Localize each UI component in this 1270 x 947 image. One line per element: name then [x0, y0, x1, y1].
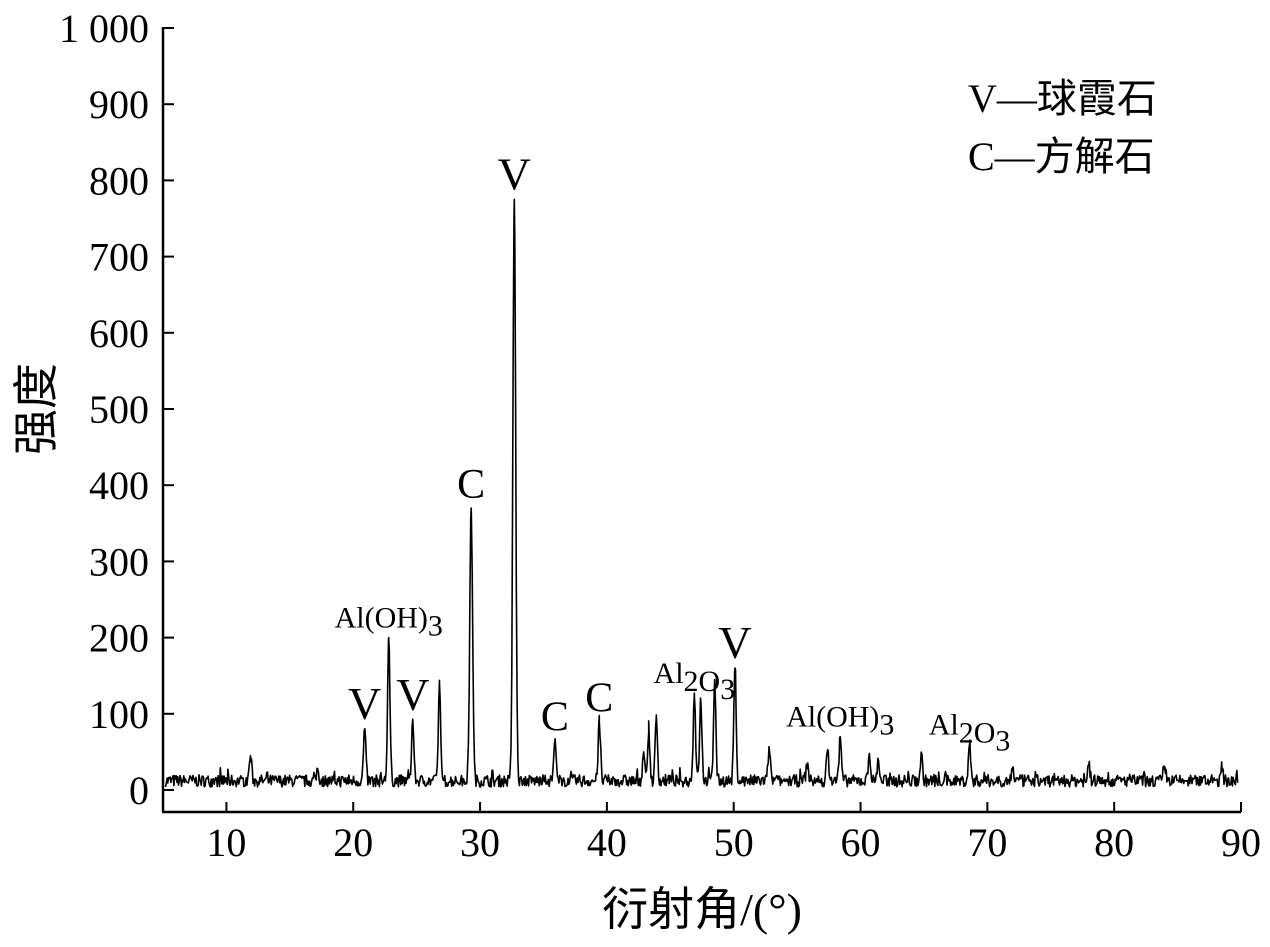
legend-entry-calcite: C—方解石	[968, 134, 1155, 179]
y-tick-label-100: 100	[89, 692, 149, 737]
peak-label-3: C	[457, 462, 485, 508]
y-tick-label-300: 300	[89, 539, 149, 584]
x-tick-label-20: 20	[333, 820, 373, 865]
peak-label-4: V	[498, 148, 531, 199]
x-tick-label-40: 40	[587, 820, 627, 865]
y-tick-label-600: 600	[89, 311, 149, 356]
peak-label-2: V	[396, 669, 429, 720]
x-tick-label-30: 30	[460, 820, 500, 865]
y-tick-label-800: 800	[89, 158, 149, 203]
diffraction-pattern-line	[164, 198, 1239, 788]
peak-label-5: C	[541, 694, 569, 740]
x-tick-label-50: 50	[714, 820, 754, 865]
y-tick-label-200: 200	[89, 616, 149, 661]
y-tick-label-0: 0	[129, 768, 149, 813]
peak-label-7: Al2O3	[654, 657, 736, 706]
x-tick-label-10: 10	[206, 820, 246, 865]
x-tick-label-80: 80	[1094, 820, 1134, 865]
peak-label-6: C	[585, 675, 613, 721]
y-ticks: 0 100 200 300 400 500 600 700 800 900 1 000	[59, 6, 174, 813]
legend: V—球霞石 C—方解石	[968, 76, 1157, 179]
x-tick-label-60: 60	[841, 820, 881, 865]
y-tick-label-1000: 1 000	[59, 6, 149, 51]
y-tick-label-900: 900	[89, 82, 149, 127]
y-tick-label-700: 700	[89, 235, 149, 280]
peak-label-0: V	[348, 678, 381, 729]
y-axis-title: 强度	[11, 363, 62, 455]
x-axis-title: 衍射角/(°)	[602, 884, 802, 935]
y-tick-label-400: 400	[89, 463, 149, 508]
peak-label-8: V	[718, 617, 751, 668]
x-tick-label-70: 70	[967, 820, 1007, 865]
x-tick-label-90: 90	[1221, 820, 1261, 865]
peak-label-9: Al(OH)3	[786, 701, 894, 742]
axes	[161, 27, 1241, 814]
x-ticks: 10 20 30 40 50 60 70 80 90	[206, 802, 1261, 865]
peak-label-1: Al(OH)3	[335, 602, 443, 643]
y-tick-label-500: 500	[89, 387, 149, 432]
peak-label-10: Al2O3	[929, 708, 1011, 757]
legend-entry-vaterite: V—球霞石	[968, 76, 1157, 121]
